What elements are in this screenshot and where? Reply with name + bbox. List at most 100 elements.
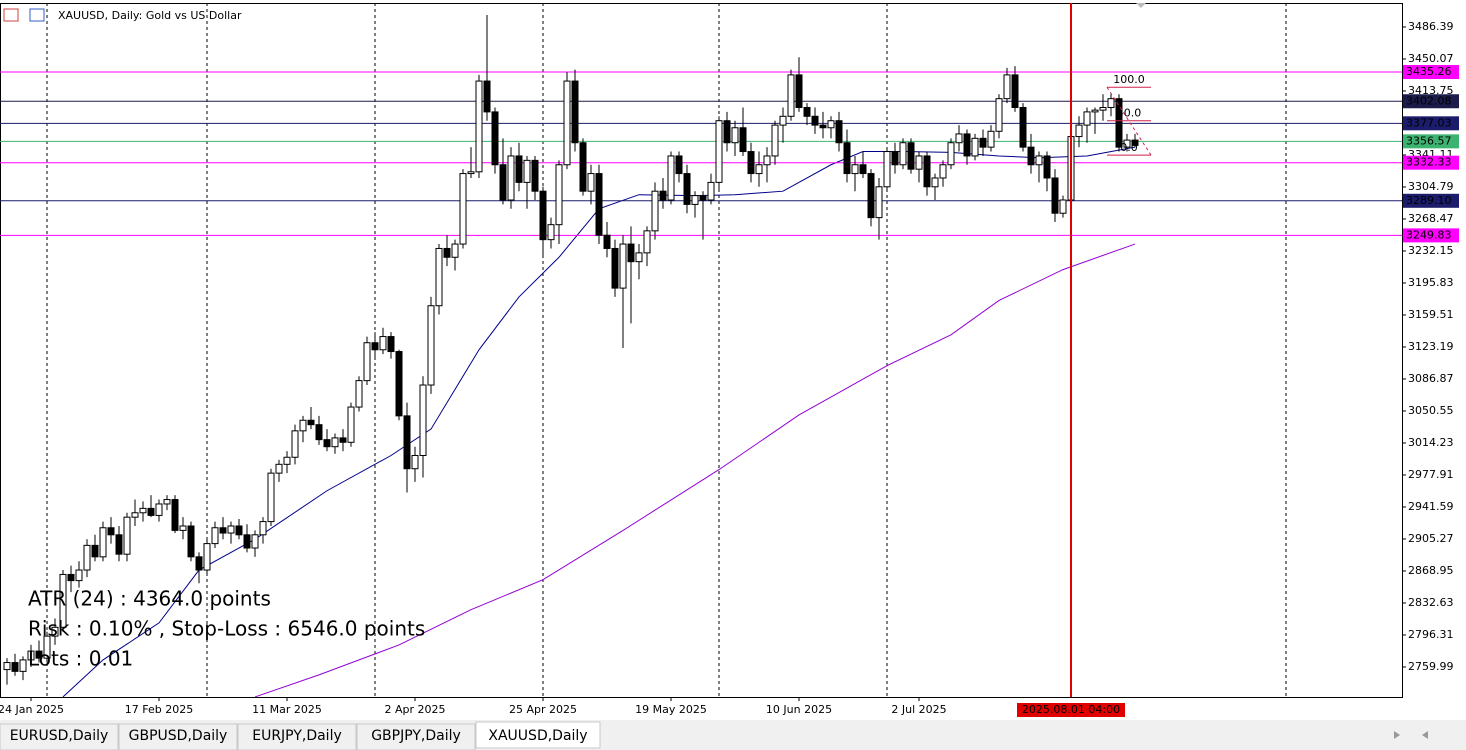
y-tick-label: 3086.87 — [1408, 372, 1454, 385]
candle-body — [619, 243, 627, 289]
x-tick-label: 10 Jun 2025 — [766, 703, 832, 716]
candle-body — [91, 544, 99, 558]
tab-label[interactable]: EURUSD,Daily — [10, 728, 109, 744]
x-tick-label: 2 Apr 2025 — [384, 703, 445, 716]
candle-body — [1051, 177, 1059, 214]
candle-body — [603, 234, 611, 249]
candle-body — [739, 127, 747, 153]
candle-body — [67, 573, 75, 582]
candle-body — [835, 120, 843, 144]
candle-body — [811, 115, 819, 126]
candle-body — [563, 80, 571, 166]
candle-body — [387, 336, 395, 353]
x-tick-label: 17 Feb 2025 — [125, 703, 193, 716]
candle-body — [875, 186, 883, 219]
candle-body — [467, 171, 475, 175]
candle-body — [211, 527, 219, 545]
candle-body — [139, 507, 147, 514]
candle-body — [1075, 124, 1083, 138]
y-tick-label: 2759.99 — [1408, 660, 1454, 673]
candle-body — [19, 659, 27, 672]
candle-body — [707, 181, 715, 201]
tab[interactable] — [0, 723, 119, 750]
y-tick-label: 3486.39 — [1408, 20, 1454, 33]
shift-marker — [1136, 3, 1146, 8]
indicator-text: ATR (24) : 4364.0 points — [28, 587, 271, 611]
y-tick-label: 3195.83 — [1408, 276, 1454, 289]
tab-label[interactable]: GBPJPY,Daily — [371, 728, 461, 744]
chart-icon[interactable] — [29, 8, 45, 22]
candle-body — [331, 437, 339, 448]
candle-body — [867, 173, 875, 219]
candle-body — [347, 406, 355, 443]
candle-body — [491, 111, 499, 166]
tab-label[interactable]: XAUUSD,Daily — [488, 728, 587, 744]
menu-icon[interactable] — [3, 8, 19, 22]
candle-body — [35, 650, 43, 659]
candle-body — [667, 155, 675, 201]
candle-body — [795, 74, 803, 108]
tab[interactable] — [356, 723, 476, 750]
candle-body — [363, 342, 371, 382]
tab-label[interactable]: GBPUSD,Daily — [129, 728, 228, 744]
candle-body — [123, 516, 131, 555]
plot-frame — [0, 3, 1403, 698]
tab[interactable] — [237, 723, 357, 750]
candle-body — [1035, 155, 1043, 166]
candle-body — [627, 243, 635, 263]
candle-body — [395, 351, 403, 417]
candle-body — [1043, 155, 1051, 179]
candle-body — [963, 133, 971, 157]
candle-body — [1115, 98, 1123, 148]
candle-body — [291, 430, 299, 458]
level-label: 3289.10 — [1406, 194, 1452, 207]
candle-body — [1027, 146, 1035, 166]
candle-body — [499, 164, 507, 201]
tab[interactable] — [118, 723, 238, 750]
cursor-label: 2025.08.01 04:00 — [1022, 703, 1120, 716]
y-tick-label: 3268.47 — [1408, 212, 1454, 225]
candle-body — [203, 543, 211, 571]
y-tick-label: 2941.59 — [1408, 500, 1454, 513]
candle-body — [299, 419, 307, 432]
candle-body — [43, 635, 51, 659]
candle-body — [651, 190, 659, 232]
candle-body — [435, 247, 443, 307]
candle-body — [787, 74, 795, 117]
level-label: 3332.33 — [1406, 156, 1452, 169]
candle-body — [267, 472, 275, 523]
candle-body — [1123, 139, 1131, 148]
candle-body — [163, 499, 171, 505]
candle-body — [579, 142, 587, 192]
candle-body — [883, 151, 891, 188]
candle-body — [995, 98, 1003, 132]
candle-body — [891, 151, 899, 166]
candle-body — [779, 115, 787, 126]
candle-body — [1059, 199, 1067, 214]
candle-body — [355, 380, 363, 408]
candle-body — [379, 336, 387, 351]
candle-body — [259, 521, 267, 536]
candle-body — [339, 437, 347, 443]
candle-body — [275, 463, 283, 474]
cursor-label-box — [1017, 703, 1125, 717]
candle-body — [859, 164, 867, 175]
candle-body — [907, 142, 915, 170]
candle-body — [307, 419, 315, 426]
tabs: EURUSD,Daily GBPUSD,Daily EURJPY,Daily GBPJ… — [0, 721, 601, 750]
tab-label[interactable]: EURJPY,Daily — [252, 728, 342, 744]
candle-body — [899, 142, 907, 166]
tab[interactable] — [475, 721, 601, 749]
candle-body — [219, 527, 227, 534]
candle-body — [979, 137, 987, 148]
fib-trend — [1106, 86, 1152, 156]
candle-body — [315, 424, 323, 441]
level-label: 3377.03 — [1406, 116, 1452, 129]
candle-body — [715, 120, 723, 183]
candle-body — [243, 534, 251, 549]
candle-body — [11, 662, 19, 672]
candle-body — [51, 626, 59, 637]
candle-body — [531, 159, 539, 192]
candle-body — [27, 650, 35, 661]
candle-body — [1083, 111, 1091, 126]
